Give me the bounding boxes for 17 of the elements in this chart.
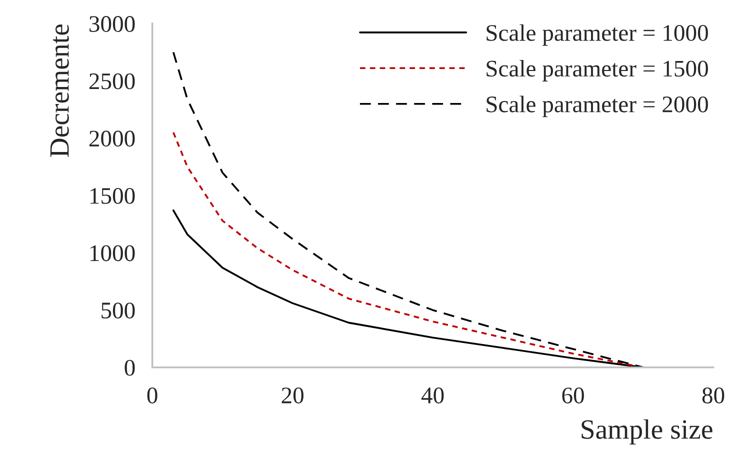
y-tick-label: 0 <box>124 360 135 376</box>
legend-label: Scale parameter = 1000 <box>486 24 708 46</box>
y-tick-label: 1500 <box>90 188 135 204</box>
x-axis-title: Sample size <box>582 419 712 445</box>
x-tick-label: 40 <box>421 388 444 404</box>
x-tick-label: 60 <box>562 388 584 404</box>
x-tick-label: 0 <box>147 388 158 404</box>
y-tick-label: 1000 <box>90 245 135 262</box>
y-tick-label: 2000 <box>89 130 135 147</box>
x-tick-label: 20 <box>282 388 304 404</box>
legend-label: Scale parameter = 1500 <box>486 60 708 82</box>
x-tick-label: 80 <box>702 388 724 404</box>
y-axis-title: Decremente <box>50 24 69 157</box>
y-tick-label: 2500 <box>89 73 135 90</box>
y-tick-label: 500 <box>102 302 135 318</box>
y-tick-label: 3000 <box>90 16 135 32</box>
legend-label: Scale parameter = 2000 <box>486 96 708 118</box>
